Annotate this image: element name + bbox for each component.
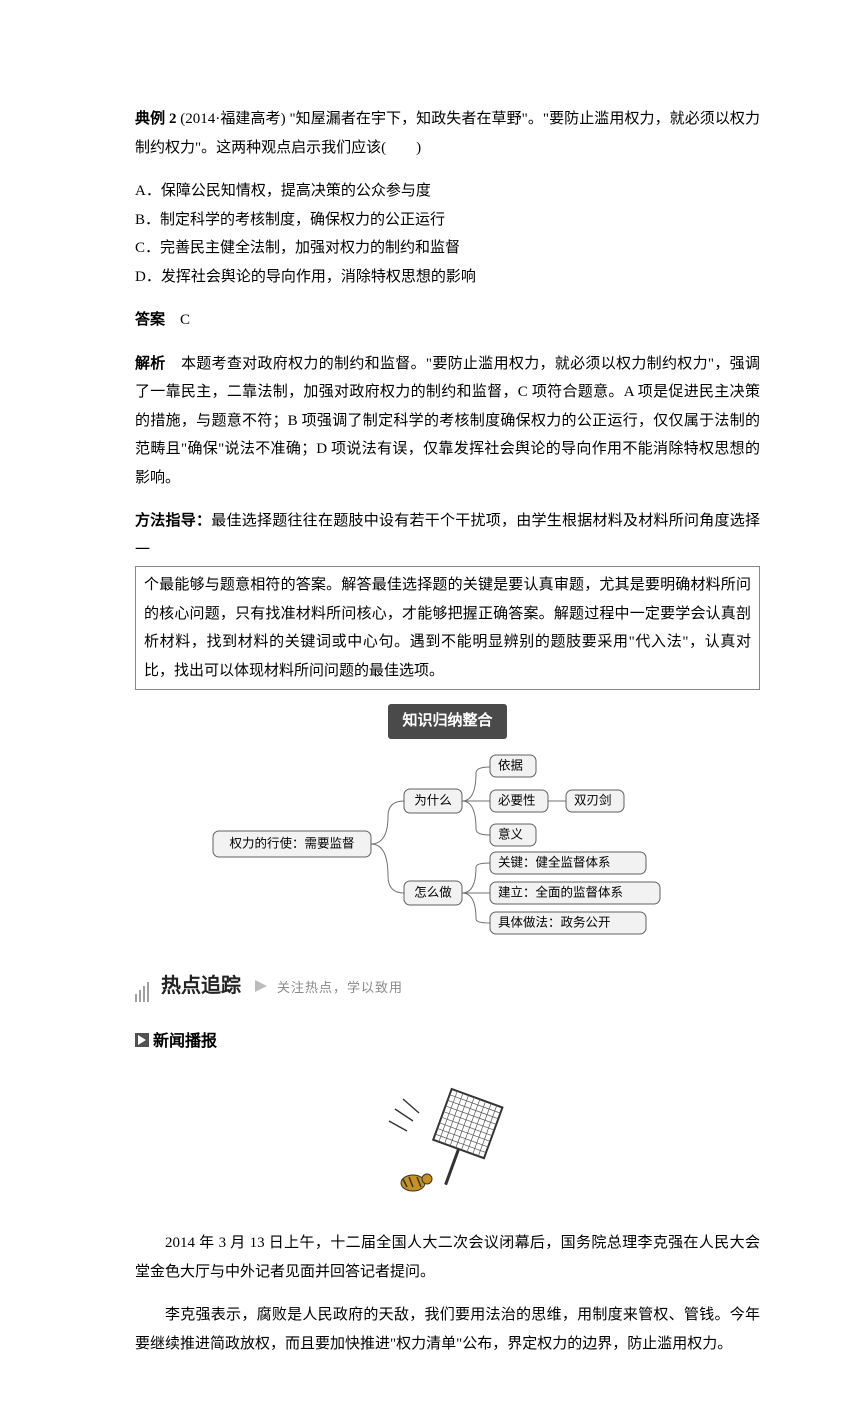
news-label-text: 新闻播报 (153, 1033, 217, 1050)
knowledge-tree: 权力的行使：需要监督 为什么 依据 必要性 (135, 751, 760, 941)
section-banner-wrap: 知识归纳整合 (135, 704, 760, 739)
svg-text:为什么: 为什么 (414, 793, 452, 807)
play-icon (135, 1033, 149, 1047)
node-why-c3: 意义 (490, 824, 536, 846)
option-a: A．保障公民知情权，提高决策的公众参与度 (135, 177, 760, 206)
body-p2: 李克强表示，腐败是人民政府的天敌，我们要用法治的思维，用制度来管权、管钱。今年要… (135, 1301, 760, 1358)
method-label: 方法指导： (135, 513, 211, 529)
answer-line: 答案 C (135, 306, 760, 335)
svg-text:具体做法：政务公开: 具体做法：政务公开 (498, 914, 611, 929)
hot-header: 热点追踪 关注热点，学以致用 (135, 967, 760, 1005)
method-rest: 个最能够与题意相符的答案。解答最佳选择题的关键是要认真审题，尤其是要明确材料所问… (144, 577, 751, 679)
triangle-icon (255, 980, 267, 992)
svg-text:怎么做: 怎么做 (414, 884, 452, 899)
node-how: 怎么做 (404, 881, 462, 905)
explain-label: 解析 (135, 356, 166, 372)
method-line1: 方法指导：最佳选择题往往在题肢中设有若干个干扰项，由学生根据材料及材料所问角度选… (135, 507, 760, 564)
explain-text: 本题考查对政府权力的制约和监督。"要防止滥用权力，就必须以权力制约权力"，强调了… (135, 356, 760, 486)
node-how-c2: 建立：全面的监督体系 (490, 882, 660, 904)
node-how-c1: 关键：健全监督体系 (490, 852, 646, 874)
explanation: 解析 本题考查对政府权力的制约和监督。"要防止滥用权力，就必须以权力制约权力"，… (135, 350, 760, 493)
page: 典例 2 (2014·福建高考) "知屋漏者在宇下，知政失者在草野"。"要防止滥… (0, 0, 860, 1413)
body-p1: 2014 年 3 月 13 日上午，十二届全国人大二次会议闭幕后，国务院总理李克… (135, 1229, 760, 1286)
svg-text:意义: 意义 (498, 826, 524, 841)
svg-text:双刃剑: 双刃剑 (574, 792, 612, 807)
answer-label: 答案 (135, 312, 165, 328)
svg-text:必要性: 必要性 (498, 793, 536, 807)
node-how-c3: 具体做法：政务公开 (490, 912, 646, 934)
hot-title: 热点追踪 (161, 967, 241, 1005)
anti-corruption-illustration (135, 1083, 760, 1214)
node-why: 为什么 (404, 789, 462, 813)
question-stem: 典例 2 (2014·福建高考) "知屋漏者在宇下，知政失者在草野"。"要防止滥… (135, 105, 760, 162)
node-why-c1: 依据 (490, 755, 536, 777)
method-lead: 最佳选择题往往在题肢中设有若干个干扰项，由学生根据材料及材料所问角度选择一 (135, 513, 760, 558)
option-c: C．完善民主健全法制，加强对权力的制约和监督 (135, 234, 760, 263)
hot-bars-icon (135, 974, 151, 1003)
option-d: D．发挥社会舆论的导向作用，消除特权思想的影响 (135, 263, 760, 292)
answer-value: C (180, 312, 190, 328)
node-root: 权力的行使：需要监督 (213, 831, 371, 857)
option-b: B．制定科学的考核制度，确保权力的公正运行 (135, 206, 760, 235)
hot-subtitle: 关注热点，学以致用 (277, 976, 403, 1001)
svg-text:建立：全面的监督体系: 建立：全面的监督体系 (498, 884, 623, 899)
node-why-c2: 必要性 (490, 790, 548, 812)
section-banner: 知识归纳整合 (388, 704, 506, 739)
method-box: 个最能够与题意相符的答案。解答最佳选择题的关键是要认真审题，尤其是要明确材料所问… (135, 566, 760, 690)
tree-svg: 权力的行使：需要监督 为什么 依据 必要性 (208, 751, 688, 941)
svg-text:依据: 依据 (498, 757, 523, 772)
example-label: 典例 2 (135, 111, 176, 127)
node-why-badge: 双刃剑 (566, 790, 624, 812)
question-source: (2014·福建高考) (176, 111, 289, 127)
svg-text:权力的行使：需要监督: 权力的行使：需要监督 (229, 835, 354, 850)
svg-text:关键：健全监督体系: 关键：健全监督体系 (498, 854, 611, 869)
news-label: 新闻播报 (135, 1027, 760, 1057)
